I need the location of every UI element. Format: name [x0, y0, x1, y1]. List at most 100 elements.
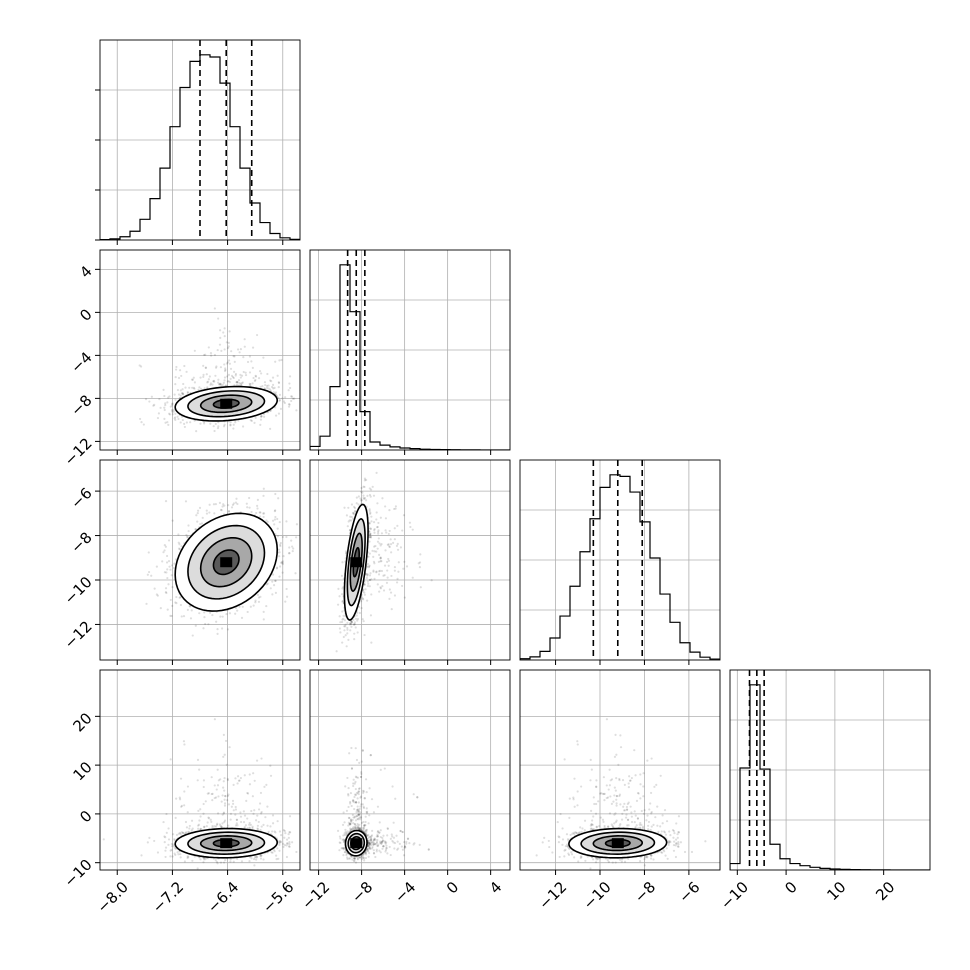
sample-point	[408, 521, 412, 524]
sample-point	[163, 543, 166, 547]
sample-point	[346, 621, 349, 625]
sample-point	[236, 502, 239, 506]
sample-point	[373, 562, 376, 565]
sample-point	[251, 366, 254, 369]
sample-point	[195, 514, 198, 517]
sample-point	[369, 535, 372, 538]
sample-point	[387, 557, 390, 561]
sample-point	[350, 621, 354, 624]
sample-point	[215, 620, 218, 623]
sample-point	[341, 600, 344, 603]
sample-point	[358, 611, 361, 615]
sample-point	[238, 351, 241, 354]
sample-point	[177, 393, 181, 396]
sample-point	[381, 585, 384, 588]
sample-point	[369, 527, 373, 531]
sample-point	[393, 507, 396, 511]
sample-point	[187, 524, 190, 527]
sample-point	[174, 398, 177, 401]
sample-point	[214, 502, 218, 506]
sample-point	[185, 421, 188, 424]
sample-point	[269, 427, 272, 430]
sample-point	[259, 418, 263, 421]
sample-point	[290, 399, 293, 403]
sample-point	[164, 591, 167, 594]
sample-point	[366, 562, 370, 566]
sample-point	[174, 383, 177, 386]
sample-point	[337, 587, 340, 590]
sample-point	[171, 410, 174, 413]
sample-point	[293, 397, 296, 400]
sample-point	[230, 506, 234, 509]
sample-point	[267, 384, 270, 387]
sample-point	[170, 614, 173, 618]
sample-point	[292, 547, 295, 550]
sample-point	[277, 497, 280, 500]
sample-point	[291, 545, 294, 548]
sample-point	[290, 539, 293, 542]
sample-point	[342, 635, 345, 639]
sample-point	[192, 386, 195, 389]
sample-point	[211, 383, 214, 386]
sample-point	[369, 511, 372, 514]
sample-point	[235, 497, 238, 500]
sample-point	[190, 609, 193, 612]
sample-point	[262, 487, 265, 490]
sample-point	[174, 418, 177, 422]
sample-point	[387, 564, 390, 567]
sample-point	[258, 511, 261, 514]
sample-point	[236, 381, 239, 384]
sample-point	[394, 507, 397, 510]
sample-point	[164, 587, 168, 590]
sample-point	[384, 505, 387, 508]
sample-point	[182, 614, 186, 618]
sample-point	[291, 550, 294, 553]
sample-point	[213, 380, 216, 383]
sample-point	[277, 381, 281, 385]
sample-point	[244, 373, 248, 377]
sample-point	[232, 502, 235, 505]
sample-point	[350, 620, 353, 623]
sample-point	[248, 382, 251, 385]
sample-point	[228, 612, 232, 615]
sample-point	[206, 380, 210, 383]
sample-point	[209, 383, 212, 386]
sample-point	[248, 355, 252, 358]
sample-point	[223, 335, 226, 338]
sample-point	[378, 553, 381, 556]
sample-point	[346, 626, 349, 630]
sample-point	[346, 628, 349, 631]
sample-point	[142, 423, 145, 426]
sample-point	[262, 512, 266, 515]
sample-point	[353, 623, 356, 626]
sample-point	[176, 388, 180, 392]
sample-point	[370, 515, 373, 518]
sample-point	[384, 517, 388, 520]
sample-point	[368, 578, 371, 582]
sample-point	[419, 586, 422, 589]
sample-point	[220, 627, 224, 630]
sample-point	[369, 532, 372, 535]
sample-point	[250, 510, 253, 514]
sample-point	[359, 600, 363, 603]
sample-point	[163, 417, 166, 421]
sample-point	[223, 423, 226, 426]
sample-point	[232, 427, 235, 430]
sample-point	[271, 519, 275, 522]
sample-point	[220, 384, 223, 387]
sample-point	[362, 590, 365, 593]
sample-point	[278, 520, 281, 524]
sample-point	[181, 391, 184, 395]
sample-point	[165, 561, 169, 564]
sample-point	[354, 617, 358, 620]
scatter-panel-2-0	[100, 460, 300, 660]
sample-point	[202, 627, 205, 630]
sample-point	[209, 382, 213, 385]
sample-point	[364, 588, 367, 591]
sample-point	[162, 551, 165, 554]
sample-point	[235, 383, 239, 387]
sample-point	[174, 558, 178, 561]
sample-point	[222, 503, 225, 506]
sample-point	[210, 354, 213, 357]
sample-point	[226, 628, 230, 631]
